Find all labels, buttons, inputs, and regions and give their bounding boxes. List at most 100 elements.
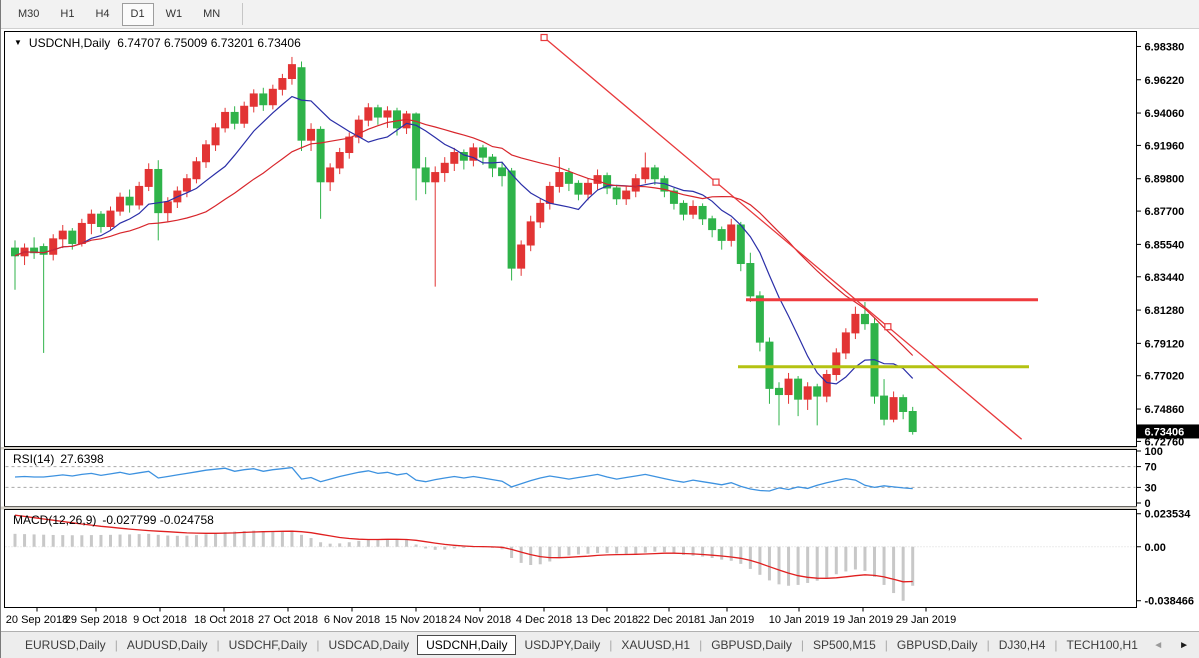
macd-histogram-bar — [596, 546, 600, 554]
macd-histogram-bar — [758, 546, 762, 575]
tab-dj30-h4[interactable]: DJ30,H4 — [998, 638, 1046, 652]
macd-histogram-bar — [510, 546, 514, 558]
macd-histogram-bar — [252, 530, 256, 547]
tab-usdchf-daily[interactable]: USDCHF,Daily — [228, 638, 308, 652]
macd-histogram-bar — [89, 535, 93, 547]
descending-trendline[interactable] — [543, 37, 1023, 440]
macd-histogram-bar — [80, 535, 84, 547]
macd-histogram-bar — [118, 534, 122, 547]
tab-scroll-arrows: ◄ ► — [1153, 640, 1189, 651]
tab-gbpusd-daily[interactable]: GBPUSD,Daily — [711, 638, 792, 652]
toolbar-separator — [242, 3, 244, 25]
macd-histogram-bar — [682, 546, 685, 555]
timeframe-button-m30[interactable]: M30 — [18, 7, 40, 20]
macd-histogram-bar — [882, 546, 886, 585]
trendline-handle[interactable] — [540, 33, 548, 42]
macd-histogram-bar — [204, 534, 208, 547]
candlestick-series — [11, 56, 917, 435]
macd-histogram-bar — [385, 539, 389, 547]
tab-eurusd-daily[interactable]: EURUSD,Daily — [25, 638, 106, 652]
tab-usdcnh-daily[interactable]: USDCNH,Daily — [417, 635, 517, 655]
macd-histogram-bar — [901, 546, 905, 601]
macd-histogram-bar — [653, 546, 657, 552]
timeframe-button-d1[interactable]: D1 — [121, 2, 154, 26]
tab-separator: | — [216, 638, 220, 652]
tab-separator: | — [699, 638, 703, 652]
timeframe-button-h1[interactable]: H1 — [60, 7, 75, 20]
timeframe-button-mn[interactable]: MN — [203, 7, 221, 20]
panel-splitter[interactable] — [1, 506, 1137, 510]
tab-separator: | — [800, 638, 805, 652]
macd-histogram-bar — [233, 531, 237, 547]
macd-histogram-bar — [223, 532, 227, 547]
macd-histogram-bar — [347, 542, 351, 547]
tab-scroll-right-icon[interactable]: ► — [1179, 639, 1189, 651]
macd-histogram-bar — [338, 543, 342, 547]
macd-histogram-bar — [529, 546, 533, 565]
macd-histogram-bar — [557, 546, 561, 558]
macd-histogram-bar — [796, 546, 800, 585]
tab-usdjpy-daily[interactable]: USDJPY,Daily — [524, 638, 601, 652]
tab-audusd-daily[interactable]: AUDUSD,Daily — [126, 638, 208, 652]
tab-xauusd-h1[interactable]: XAUUSD,H1 — [621, 638, 691, 652]
macd-histogram-bar — [892, 546, 896, 594]
ma-slow-line — [14, 118, 914, 356]
symbol-dropdown-icon[interactable]: ▼ — [14, 38, 22, 47]
trendline-handle[interactable] — [884, 323, 892, 331]
macd-histogram-bar — [357, 540, 361, 547]
timeframe-button-w1[interactable]: W1 — [165, 7, 183, 20]
macd-histogram-bar — [13, 533, 17, 547]
rsi-plot — [5, 466, 1136, 492]
date-tick-label: 15 Nov 2018 — [385, 614, 447, 626]
tab-gbpusd-daily[interactable]: GBPUSD,Daily — [896, 638, 978, 652]
main-chart-panel[interactable] — [4, 31, 1137, 447]
trendline-handle[interactable] — [712, 178, 720, 186]
macd-histogram-bar — [873, 546, 876, 577]
axis-tick-label: 0.00 — [1145, 542, 1166, 554]
axis-tick-label: 6.79120 — [1145, 338, 1185, 350]
tab-usdcad-daily[interactable]: USDCAD,Daily — [328, 638, 410, 652]
macd-histogram-bar — [376, 539, 380, 547]
macd-histogram-bar — [586, 546, 590, 554]
macd-histogram-bar — [51, 534, 55, 547]
macd-histogram-bar — [672, 546, 676, 554]
axis-tick-label: 6.98380 — [1145, 41, 1185, 53]
date-tick-label: 29 Sep 2018 — [65, 614, 127, 626]
macd-histogram-bar — [156, 534, 160, 547]
macd-histogram-bar — [328, 543, 332, 547]
macd-histogram-bar — [405, 540, 409, 547]
macd-values: -0.027799 -0.024758 — [102, 513, 214, 527]
macd-histogram-bar — [424, 546, 428, 549]
macd-histogram-bar — [662, 546, 666, 553]
panel-splitter[interactable] — [1, 447, 1137, 450]
tab-separator: | — [609, 638, 613, 652]
tab-scroll-left-icon[interactable]: ◄ — [1153, 639, 1164, 651]
timeframe-button-h4[interactable]: H4 — [95, 7, 110, 20]
macd-histogram-bar — [548, 546, 552, 562]
macd-histogram-bar — [853, 546, 857, 570]
rsi-name: RSI(14) — [13, 452, 55, 466]
axis-tick-label: 6.83440 — [1145, 272, 1185, 284]
axis-tick-label: 100 — [1145, 446, 1163, 458]
macd-histogram-bar — [70, 535, 74, 547]
macd-histogram-bar — [319, 542, 323, 547]
macd-histogram-bar — [309, 538, 313, 547]
date-tick-label: 13 Dec 2018 — [576, 614, 638, 626]
macd-histogram-bar — [567, 546, 571, 556]
date-tick-label: 29 Jan 2019 — [896, 614, 957, 626]
macd-histogram-bar — [366, 539, 370, 547]
date-tick-label: 6 Nov 2018 — [324, 614, 380, 626]
axis-tick-label: 0.023534 — [1145, 509, 1192, 521]
axis-tick-label: 6.91960 — [1145, 140, 1185, 152]
macd-histogram-bar — [538, 546, 542, 565]
macd-histogram-bar — [643, 546, 647, 553]
macd-histogram-bar — [147, 533, 151, 547]
macd-histogram-bar — [825, 546, 829, 578]
tab-tech100-h1[interactable]: TECH100,H1 — [1066, 638, 1138, 652]
macd-histogram-bar — [61, 535, 65, 547]
macd-panel[interactable] — [4, 509, 1137, 608]
tab-sp500-m15[interactable]: SP500,M15 — [813, 638, 876, 652]
chart-canvas[interactable]: 6.98380 6.96220 6.94060 6.91960 6.89800 6.877… — [1, 30, 1199, 631]
rsi-panel[interactable] — [4, 449, 1137, 507]
